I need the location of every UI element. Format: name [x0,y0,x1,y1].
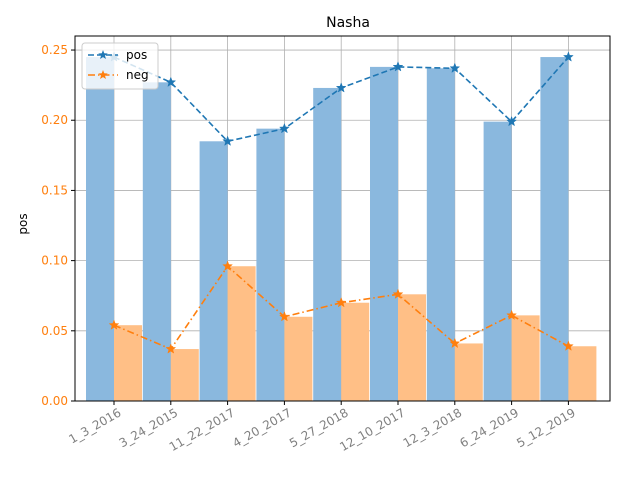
bar-pos [256,128,285,401]
chart-title: Nasha [326,15,370,31]
series-point-pos [506,115,518,127]
legend-label-neg: neg [126,68,149,82]
bar-neg [170,349,199,401]
y-ticks: 0.00 0.05 0.10 0.15 0.20 0.25 [41,43,75,408]
y-tick-label: 0.20 [41,113,68,127]
y-tick-label: 0.05 [41,324,68,338]
bar-neg [284,316,313,401]
bar-neg [511,315,540,401]
bars [86,57,597,402]
bar-neg [341,302,370,401]
bar-pos [199,141,228,402]
bar-pos [483,121,512,401]
bar-neg [114,325,142,401]
y-tick-label: 0.00 [41,394,68,408]
series-point-neg [278,311,290,322]
series-point-neg [392,288,404,299]
x-tick-label: 4_20_2017 [230,405,294,450]
bar-neg [568,346,597,401]
series-point-pos [165,76,177,87]
y-tick-label: 0.15 [41,183,68,197]
bar-pos [370,66,398,401]
y-axis-label: pos [16,213,30,234]
y-tick-label: 0.10 [41,254,68,268]
series-point-pos [335,82,347,93]
series-point-pos [392,61,404,72]
series-point-neg [449,337,461,349]
series-point-pos [449,62,461,73]
bar-pos [426,68,455,402]
bar-neg [398,294,426,401]
series-point-neg [222,260,234,271]
series-point-neg [108,319,120,330]
x-ticks: 1_3_20163_24_201511_22_20174_20_20175_27… [66,401,578,454]
series-point-neg [506,309,518,320]
legend-marker-neg [98,70,108,80]
x-tick-label: 6_24_2019 [457,405,521,450]
y-tick-label: 0.25 [41,43,68,57]
axes-frame [74,35,611,402]
series-lines [108,51,574,354]
bar-pos [142,82,171,402]
series-point-pos [562,51,574,62]
series-point-pos [222,135,234,146]
series-point-neg [335,297,347,308]
x-tick-label: 1_3_2016 [66,405,123,446]
bar-pos [313,87,342,401]
series-point-pos [278,122,290,134]
bar-neg [454,343,483,401]
x-tick-label: 12_3_2018 [401,405,465,450]
series-point-neg [165,343,177,354]
bar-pos [540,57,569,402]
bar-neg [227,266,256,401]
legend-marker-pos [98,50,108,60]
x-tick-label: 5_12_2019 [514,405,578,450]
legend-label-pos: pos [126,48,147,62]
bar-pos [86,57,114,402]
legend: pos neg [81,42,159,90]
series-point-neg [562,340,574,351]
axes [74,35,611,402]
